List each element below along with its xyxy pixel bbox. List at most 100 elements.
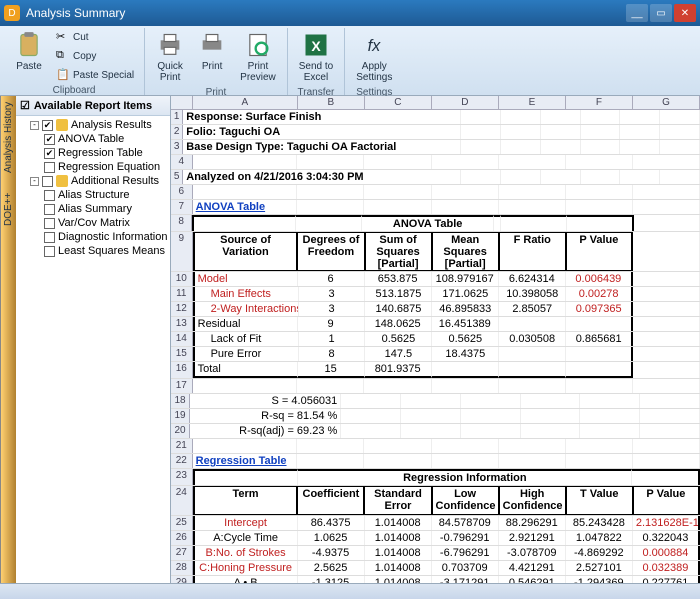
cell[interactable]: 0.227761 <box>633 576 700 583</box>
cell[interactable]: 6.624314 <box>499 272 566 286</box>
cell[interactable]: Regression Table <box>193 454 298 468</box>
cell[interactable]: -3.078709 <box>499 546 566 560</box>
cell[interactable]: Degrees of Freedom <box>297 232 364 271</box>
sheet-row[interactable]: 14Lack of Fit10.56250.56250.0305080.8656… <box>171 332 700 347</box>
sheet-row[interactable]: 19R-sq = 81.54 % <box>171 409 700 424</box>
cell[interactable] <box>494 215 501 231</box>
cell[interactable]: P Value <box>633 486 700 515</box>
cell[interactable]: 10.398058 <box>499 287 566 301</box>
apply-settings-button[interactable]: fxApply Settings <box>351 28 397 86</box>
cell[interactable] <box>640 394 700 408</box>
col-header[interactable]: F <box>566 96 633 109</box>
cell[interactable] <box>566 439 633 453</box>
cell[interactable]: 3 <box>299 302 366 316</box>
col-header[interactable]: B <box>298 96 365 109</box>
sheet-row[interactable]: 22Regression Table <box>171 454 700 469</box>
cell[interactable] <box>633 287 700 301</box>
cell[interactable]: Pure Error <box>193 347 299 361</box>
cell[interactable]: Term <box>193 486 298 515</box>
sheet-row[interactable]: 8ANOVA Table <box>171 215 700 232</box>
cell[interactable] <box>499 454 566 468</box>
cell[interactable] <box>432 185 499 199</box>
checkbox[interactable] <box>44 246 55 257</box>
cell[interactable] <box>632 469 700 485</box>
cell[interactable] <box>499 347 566 361</box>
cell[interactable]: Regression Information <box>298 469 632 485</box>
cell[interactable]: 1.047822 <box>566 531 633 545</box>
tree-toggle-icon[interactable]: - <box>30 177 39 186</box>
cell[interactable] <box>364 454 431 468</box>
cell[interactable] <box>296 215 362 231</box>
cell[interactable] <box>580 394 640 408</box>
cell[interactable] <box>581 170 621 184</box>
cell[interactable] <box>501 110 541 124</box>
cell[interactable]: F Ratio <box>499 232 566 271</box>
cell[interactable] <box>581 140 621 154</box>
cell[interactable] <box>401 409 461 423</box>
cell[interactable] <box>432 454 499 468</box>
cell[interactable] <box>633 347 700 361</box>
col-header[interactable]: C <box>365 96 432 109</box>
cell[interactable] <box>660 110 700 124</box>
cell[interactable]: Sum of Squares [Partial] <box>365 232 432 271</box>
sheet-row[interactable]: 9Source of VariationDegrees of FreedomSu… <box>171 232 700 272</box>
cell[interactable] <box>581 110 621 124</box>
checkbox[interactable]: ✔ <box>44 134 55 145</box>
cell[interactable]: 0.5625 <box>432 332 499 346</box>
checkbox[interactable] <box>44 190 55 201</box>
cell[interactable] <box>640 409 700 423</box>
sheet-row[interactable]: 21 <box>171 439 700 454</box>
col-header[interactable]: G <box>633 96 700 109</box>
cell[interactable] <box>461 394 521 408</box>
sheet-row[interactable]: 18S = 4.056031 <box>171 394 700 409</box>
tree-item[interactable]: Var/Cov Matrix <box>18 216 168 230</box>
row-header[interactable]: 12 <box>171 302 193 316</box>
cell[interactable] <box>341 409 401 423</box>
cell[interactable] <box>633 302 700 316</box>
cell[interactable]: 8 <box>299 347 366 361</box>
cell[interactable] <box>566 362 633 378</box>
cell[interactable]: 0.546291 <box>499 576 566 583</box>
row-header[interactable]: 6 <box>171 185 193 199</box>
tree-item[interactable]: Regression Equation <box>18 160 168 174</box>
cell[interactable] <box>499 185 566 199</box>
sheet-row[interactable]: 26A:Cycle Time1.06251.014008-0.7962912.9… <box>171 531 700 546</box>
cell[interactable] <box>633 439 700 453</box>
cell[interactable]: 1 <box>299 332 366 346</box>
cell[interactable]: -1.3125 <box>298 576 365 583</box>
row-header[interactable]: 7 <box>171 200 193 214</box>
sheet-row[interactable]: 7ANOVA Table <box>171 200 700 215</box>
cell[interactable]: 2.921291 <box>499 531 566 545</box>
cell[interactable] <box>566 454 633 468</box>
tree-item[interactable]: -Additional Results <box>18 174 168 188</box>
cell[interactable] <box>501 140 541 154</box>
cell[interactable] <box>633 200 700 214</box>
cell[interactable] <box>364 185 431 199</box>
cell[interactable] <box>580 424 640 438</box>
cell[interactable] <box>620 125 660 139</box>
cell[interactable]: Low Confidence <box>432 486 499 515</box>
cell[interactable]: 3 <box>299 287 366 301</box>
cell[interactable] <box>501 125 541 139</box>
checkbox[interactable] <box>44 162 55 173</box>
cell[interactable]: 1.014008 <box>365 576 432 583</box>
sheet-row[interactable]: 28C:Honing Pressure2.56251.0140080.70370… <box>171 561 700 576</box>
row-header[interactable]: 5 <box>171 170 183 184</box>
cell[interactable] <box>499 200 566 214</box>
row-header[interactable]: 16 <box>171 362 193 378</box>
cell[interactable]: 0.865681 <box>566 332 633 346</box>
cell[interactable]: -3.171291 <box>432 576 499 583</box>
cell[interactable]: 6 <box>298 272 365 286</box>
cell[interactable] <box>633 185 700 199</box>
sheet-row[interactable]: 24TermCoefficientStandard ErrorLow Confi… <box>171 486 700 516</box>
row-header[interactable]: 9 <box>171 232 193 271</box>
cell[interactable]: 2.5625 <box>298 561 365 575</box>
cell[interactable]: ANOVA Table <box>362 215 494 231</box>
cell[interactable] <box>499 155 566 169</box>
cell[interactable] <box>364 439 431 453</box>
row-header[interactable]: 29 <box>171 576 193 583</box>
cell[interactable] <box>432 362 499 378</box>
tree-item[interactable]: Alias Summary <box>18 202 168 216</box>
cell[interactable]: A:Cycle Time <box>193 531 298 545</box>
tree-item[interactable]: Alias Structure <box>18 188 168 202</box>
